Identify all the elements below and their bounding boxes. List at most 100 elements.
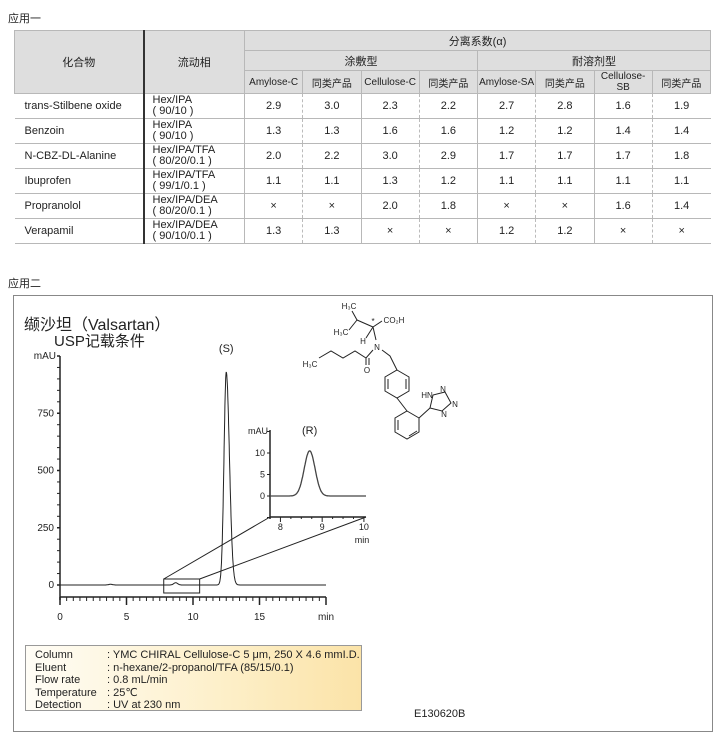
section-2-label: 应用二 (8, 278, 41, 290)
mobile-phase-solvents: Hex/IPA/TFA (152, 144, 216, 156)
condition-row: Detection: UV at 230 nm (26, 699, 361, 712)
header-column: Cellulose-C (360, 70, 420, 94)
mobile-phase-cell: Hex/IPA/DEA( 80/20/0.1 ) (143, 193, 245, 219)
alpha-value-cell: 2.3 (360, 93, 420, 119)
x-tick-label: 10 (187, 612, 199, 623)
oxygen-label: O (364, 366, 370, 375)
chiral-center-label: * (371, 317, 374, 326)
hydrogen-label: H (360, 337, 366, 346)
inset-x-tick-label: 10 (359, 522, 369, 532)
condition-row: Flow rate: 0.8 mL/min (26, 674, 361, 687)
mobile-phase-ratio: ( 90/10 ) (152, 105, 194, 117)
alpha-value-cell: 1.6 (418, 118, 478, 144)
header-column: 同类产品 (651, 70, 712, 94)
condition-row: Eluent : n-hexane/2-propanol/TFA (85/15/0… (26, 662, 361, 675)
compound-cell: Ibuprofen (14, 168, 145, 194)
mobile-phase-ratio: ( 99/1/0.1 ) (152, 180, 206, 192)
mobile-phase-ratio: ( 90/10/0.1 ) (152, 230, 212, 242)
mobile-phase-cell: Hex/IPA/TFA( 80/20/0.1 ) (143, 143, 245, 169)
alpha-value-cell: 1.4 (651, 118, 711, 144)
alpha-value-cell: 1.1 (302, 168, 361, 194)
x-tick-label: 0 (57, 612, 63, 623)
inset-y-tick-label: 10 (255, 448, 265, 458)
alpha-value-cell: 1.2 (535, 118, 594, 144)
mobile-phase-solvents: Hex/IPA (152, 119, 193, 131)
condition-value: : 0.8 mL/min (107, 674, 168, 686)
x-axis-label: min (318, 612, 334, 623)
alpha-value-cell: 1.1 (476, 168, 536, 194)
condition-value: : n-hexane/2-propanol/TFA (85/15/0.1) (107, 661, 294, 674)
inset-x-tick-label: 9 (320, 522, 325, 532)
alpha-value-cell: 1.6 (593, 193, 653, 219)
alpha-value-cell: × (593, 218, 653, 244)
header-immobilized: 耐溶剂型 (476, 50, 712, 71)
alpha-value-cell: × (476, 193, 536, 219)
compound-cell: N-CBZ-DL-Alanine (14, 143, 145, 169)
header-compound: 化合物 (14, 30, 145, 94)
alpha-value-cell: 1.8 (418, 193, 478, 219)
alpha-value-cell: 1.6 (593, 93, 653, 119)
inset-y-tick-label: 5 (260, 470, 265, 480)
mobile-phase-solvents: Hex/IPA/DEA (152, 219, 218, 231)
methyl-label: H₃C (334, 328, 349, 337)
nitrogen-label: N (374, 343, 380, 352)
alpha-value-cell: 2.2 (418, 93, 478, 119)
figure-subtitle: USP记载条件 (54, 333, 145, 350)
alpha-value-cell: 1.4 (593, 118, 653, 144)
header-coated: 涂敷型 (244, 50, 478, 71)
chromatogram-trace (60, 371, 326, 586)
methyl-label: H₃C (303, 360, 318, 369)
alpha-value-cell: 2.8 (535, 93, 594, 119)
figure-code: E130620B (414, 708, 466, 720)
alpha-value-cell: × (302, 193, 361, 219)
inset-x-tick-label: 8 (278, 522, 283, 532)
inset-y-tick-label: 0 (260, 491, 265, 501)
zoom-region-box (163, 578, 201, 594)
nitrogen-label: N (452, 400, 458, 409)
peak-label-s: (S) (219, 343, 234, 355)
alpha-value-cell: 1.3 (243, 218, 303, 244)
table-row: Ibuprofen Hex/IPA/TFA( 99/1/0.1 ) 1.1 1.1 1.… (14, 168, 711, 194)
nh-label: HN (421, 391, 433, 400)
mobile-phase-ratio: ( 90/10 ) (152, 130, 194, 142)
y-tick-label: 500 (37, 466, 54, 477)
alpha-value-cell: × (418, 218, 478, 244)
zoom-connector (163, 516, 271, 580)
alpha-value-cell: 1.1 (243, 168, 303, 194)
header-alpha: 分离系数(α) (243, 30, 712, 51)
mobile-phase-solvents: Hex/IPA/DEA (152, 194, 218, 206)
alpha-value-cell: 1.7 (593, 143, 653, 169)
alpha-value-cell: 1.4 (651, 193, 711, 219)
header-mobile-phase: 流动相 (143, 30, 245, 94)
compound-cell: Propranolol (14, 193, 145, 219)
alpha-value-cell: 1.2 (476, 218, 536, 244)
alpha-value-cell: 2.2 (302, 143, 361, 169)
compound-cell: Verapamil (14, 218, 145, 244)
alpha-value-cell: 3.0 (360, 143, 420, 169)
y-tick-label: 750 (37, 408, 54, 419)
inset-trace (270, 450, 366, 497)
alpha-value-cell: 2.7 (476, 93, 536, 119)
alpha-value-cell: 2.9 (418, 143, 478, 169)
x-tick-label: 15 (254, 612, 266, 623)
conditions-box: Column: YMC CHIRAL Cellulose-C 5 μm, 250… (25, 645, 362, 711)
mobile-phase-cell: Hex/IPA( 90/10 ) (143, 118, 245, 144)
condition-row: Temperature: 25℃ (26, 687, 361, 700)
alpha-value-cell: 2.9 (243, 93, 303, 119)
figure-frame (13, 295, 713, 732)
condition-value: : UV at 230 nm (107, 699, 181, 711)
condition-key: Eluent (35, 661, 67, 674)
alpha-value-cell: 1.3 (302, 218, 361, 244)
peak-label-r: (R) (302, 425, 317, 437)
alpha-value-cell: 1.3 (243, 118, 303, 144)
alpha-value-cell: 1.2 (418, 168, 478, 194)
table-row: Propranolol Hex/IPA/DEA( 80/20/0.1 ) × × 2.0… (14, 193, 711, 219)
alpha-value-cell: 3.0 (302, 93, 361, 119)
alpha-value-cell: 1.1 (535, 168, 594, 194)
alpha-value-cell: × (360, 218, 420, 244)
compound-cell: Benzoin (14, 118, 145, 144)
header-column: 同类产品 (418, 70, 479, 94)
alpha-value-cell: 1.9 (651, 93, 711, 119)
